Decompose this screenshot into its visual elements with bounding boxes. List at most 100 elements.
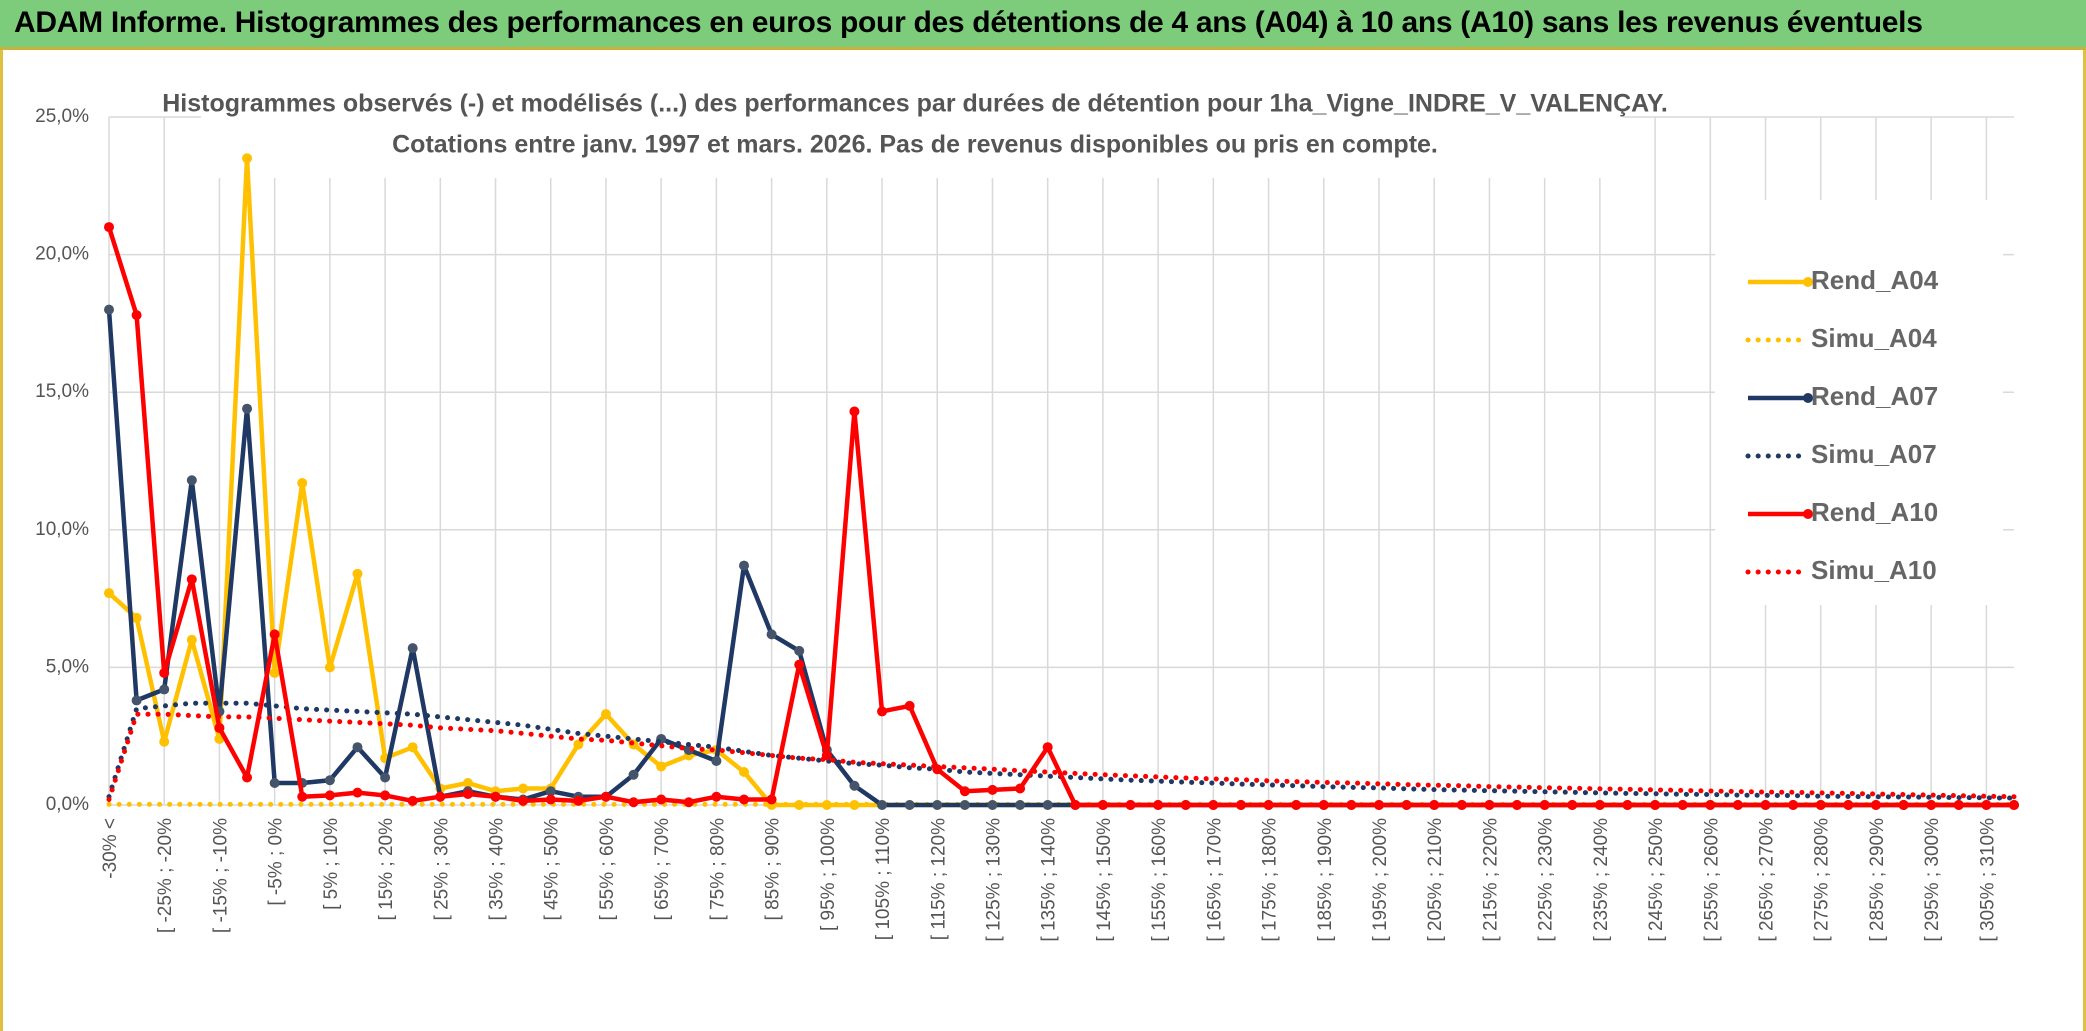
point-rend-a07 [324, 775, 335, 786]
point-rend-a04 [104, 588, 114, 599]
x-tick-label: [ 275% ; 280% [1812, 818, 1833, 942]
report-title: ADAM Informe. Histogrammes des performan… [14, 6, 1923, 39]
x-tick-label: [ 285% ; 290% [1867, 818, 1888, 942]
point-rend-a10 [1429, 800, 1440, 810]
x-tick-label: [ 165% ; 170% [1204, 818, 1225, 942]
point-rend-a10 [407, 795, 418, 806]
legend-item-rend-a04: Rend_A04 [1748, 265, 1939, 295]
point-rend-a10 [545, 794, 556, 805]
x-tick-label: [ 195% ; 200% [1370, 818, 1391, 942]
point-rend-a04 [131, 612, 142, 623]
x-tick-label: [ 5% ; 10% [321, 818, 342, 910]
x-tick-label: [ -25% ; -20% [155, 818, 176, 933]
legend-label: Simu_A04 [1811, 323, 1937, 353]
point-rend-a07 [877, 800, 888, 810]
point-rend-a04 [407, 742, 418, 753]
x-tick-label: [ 25% ; 30% [431, 818, 452, 921]
point-rend-a10 [1539, 800, 1550, 810]
x-tick-label: [ 235% ; 240% [1591, 818, 1612, 942]
x-tick-label: [ 205% ; 210% [1425, 818, 1446, 942]
point-rend-a04 [739, 766, 749, 777]
point-rend-a10 [1015, 783, 1026, 794]
series-rend-a10 [104, 222, 2019, 810]
legend-label: Simu_A07 [1811, 439, 1937, 469]
point-rend-a04 [186, 634, 197, 645]
x-tick-label: [ 115% ; 120% [928, 818, 949, 940]
point-rend-a10 [269, 629, 280, 640]
point-rend-a10 [435, 791, 446, 802]
point-rend-a10 [573, 795, 584, 806]
point-rend-a04 [324, 662, 335, 673]
legend-item-rend-a10: Rend_A10 [1748, 497, 1938, 527]
point-rend-a07 [794, 645, 805, 656]
y-tick-label: 10,0% [35, 519, 89, 540]
series-simu-a07 [106, 700, 2017, 801]
point-rend-a07 [269, 777, 280, 788]
point-rend-a07 [380, 772, 391, 783]
point-rend-a04 [269, 667, 280, 678]
point-rend-a07 [159, 684, 170, 695]
x-tick-label: [ -15% ; -10% [210, 818, 231, 933]
point-rend-a10 [987, 784, 998, 795]
point-rend-a07 [545, 786, 556, 797]
point-rend-a10 [766, 794, 777, 805]
point-rend-a04 [297, 478, 308, 489]
point-rend-a04 [518, 783, 529, 794]
point-rend-a10 [683, 797, 694, 808]
point-rend-a07 [932, 800, 943, 810]
legend-label: Rend_A04 [1811, 265, 1939, 295]
point-rend-a10 [1926, 800, 1937, 810]
point-rend-a04 [462, 777, 473, 788]
point-rend-a10 [1346, 800, 1357, 810]
chart-title: Histogrammes observés (-) et modélisés (… [162, 90, 1668, 118]
point-rend-a04 [656, 761, 667, 772]
point-rend-a10 [1788, 800, 1799, 810]
x-tick-label: [ 65% ; 70% [652, 818, 673, 921]
point-rend-a07 [407, 643, 418, 654]
point-rend-a10 [1567, 800, 1578, 810]
point-rend-a07 [959, 800, 970, 810]
point-rend-a10 [1042, 742, 1053, 753]
point-rend-a10 [1705, 800, 1716, 810]
point-rend-a07 [711, 755, 722, 766]
point-rend-a10 [518, 795, 529, 806]
x-tick-label: [ 95% ; 100% [818, 818, 839, 931]
report-banner: ADAM Informe. Histogrammes des performan… [0, 0, 2086, 50]
point-rend-a10 [159, 667, 170, 678]
point-rend-a10 [380, 790, 391, 801]
x-tick-label: -30% < [100, 818, 121, 879]
x-tick-label: [ -5% ; 0% [266, 818, 287, 906]
point-rend-a10 [877, 706, 888, 717]
point-rend-a10 [711, 791, 722, 802]
y-axis-ticks: 0,0% 5,0% 10,0% 15,0% 20,0% 25,0% [35, 106, 89, 815]
point-rend-a10 [352, 787, 363, 798]
legend-item-simu-a07: Simu_A07 [1745, 439, 1937, 469]
series-lines [104, 153, 2019, 810]
point-rend-a07 [104, 304, 114, 315]
y-tick-label: 0,0% [46, 794, 89, 815]
point-rend-a10 [904, 700, 915, 711]
point-rend-a07 [186, 475, 197, 486]
point-rend-a10 [131, 310, 142, 321]
point-rend-a10 [1484, 800, 1495, 810]
x-tick-label: [ 35% ; 40% [487, 818, 508, 921]
x-tick-label: [ 265% ; 270% [1757, 818, 1778, 942]
legend-marker [1803, 393, 1813, 403]
x-tick-label: [ 175% ; 180% [1260, 818, 1281, 942]
point-rend-a04 [573, 739, 584, 750]
point-rend-a10 [1180, 800, 1191, 810]
point-rend-a10 [324, 790, 335, 801]
chart-frame: 0,0% 5,0% 10,0% 15,0% 20,0% 25,0% -30% < [ -25… [0, 50, 2086, 1031]
point-rend-a07 [1015, 800, 1026, 810]
point-rend-a10 [1512, 800, 1523, 810]
point-rend-a10 [1208, 800, 1219, 810]
point-rend-a10 [2009, 800, 2019, 810]
y-tick-label: 5,0% [46, 656, 89, 677]
point-rend-a07 [766, 629, 777, 640]
legend-item-rend-a07: Rend_A07 [1748, 381, 1938, 411]
x-tick-label: [ 225% ; 230% [1536, 818, 1557, 942]
legend: Rend_A04 Simu_A04 Rend_A07 Simu_A07 Rend_A10… [1745, 265, 1939, 585]
point-rend-a07 [739, 560, 749, 571]
x-tick-label: [ 125% ; 130% [983, 818, 1004, 942]
point-rend-a10 [214, 722, 225, 733]
